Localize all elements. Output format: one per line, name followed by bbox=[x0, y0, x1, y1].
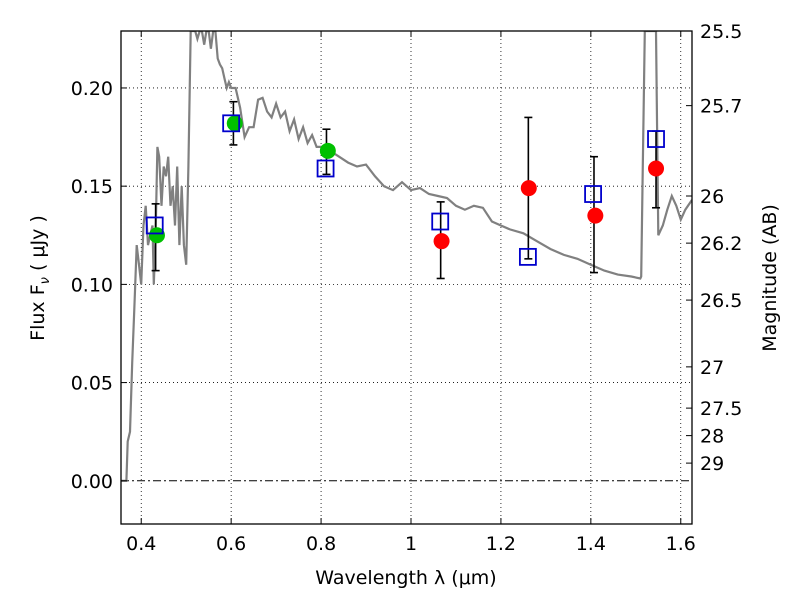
x-tick-label: 0.8 bbox=[306, 533, 336, 555]
model-flux-square bbox=[316, 159, 335, 178]
y-tick-label: 0.15 bbox=[71, 176, 113, 198]
green-flux-point bbox=[226, 115, 243, 132]
y2-tick-label: 25.5 bbox=[700, 21, 742, 43]
y-axis-label-main: Flux F bbox=[27, 284, 49, 340]
y2-tick-label: 27 bbox=[700, 357, 724, 379]
y-axis-label: Flux Fν ( μJy ) bbox=[27, 215, 53, 341]
red-flux-point bbox=[520, 180, 537, 197]
y2-axis-ticks: 25.5 25.7 26 26.2 26.5 27 27.5 28 29 bbox=[686, 21, 742, 475]
grid bbox=[121, 31, 692, 524]
x-tick-label: 1.4 bbox=[576, 533, 606, 555]
x-tick-label: 1.6 bbox=[666, 533, 696, 555]
errorbars bbox=[151, 100, 661, 280]
y2-tick-label: 26.2 bbox=[700, 233, 742, 255]
model-flux-square bbox=[222, 114, 241, 133]
y2-tick-label: 27.5 bbox=[700, 398, 742, 420]
model-flux-square bbox=[145, 216, 164, 235]
y2-tick-label: 26.5 bbox=[700, 290, 742, 312]
x-tick-label: 0.6 bbox=[216, 533, 246, 555]
x-tick-label: 1 bbox=[405, 533, 417, 555]
y-tick-label: 0.05 bbox=[71, 373, 113, 395]
model-flux-square bbox=[518, 247, 537, 266]
x-axis-ticks: 0.4 0.6 0.8 1 1.2 1.4 1.6 bbox=[126, 31, 696, 555]
model-flux-square bbox=[647, 130, 665, 148]
model-flux-square bbox=[431, 212, 450, 231]
y2-tick-label: 26 bbox=[700, 186, 724, 208]
y2-tick-label: 29 bbox=[700, 453, 724, 475]
flux-squares bbox=[145, 114, 665, 266]
plot-frame bbox=[120, 30, 693, 525]
x-tick-label: 0.4 bbox=[126, 533, 156, 555]
y2-tick-label: 25.7 bbox=[700, 96, 742, 118]
y-tick-label: 0.10 bbox=[71, 274, 113, 296]
model-flux-square bbox=[584, 185, 602, 203]
flux-circles bbox=[148, 115, 665, 250]
y2-tick-label: 28 bbox=[700, 426, 724, 448]
red-flux-point bbox=[648, 160, 665, 177]
y-axis-label-unit: ( μJy ) bbox=[27, 215, 49, 277]
y-axis-label-sub: ν bbox=[38, 277, 53, 284]
sed-model-line bbox=[121, 31, 692, 482]
plot-area bbox=[121, 31, 692, 482]
y-tick-label: 0.00 bbox=[71, 471, 113, 493]
x-axis-label: Wavelength λ (μm) bbox=[315, 567, 496, 589]
x-tick-label: 1.2 bbox=[486, 533, 516, 555]
y-tick-label: 0.20 bbox=[71, 78, 113, 100]
green-flux-point bbox=[319, 142, 336, 159]
y2-axis-label: Magnitude (AB) bbox=[759, 204, 781, 352]
red-flux-point bbox=[587, 207, 604, 224]
y-axis-ticks: 0.00 0.05 0.10 0.15 0.20 bbox=[71, 78, 127, 493]
green-flux-point bbox=[148, 227, 165, 244]
red-flux-point bbox=[433, 233, 450, 250]
